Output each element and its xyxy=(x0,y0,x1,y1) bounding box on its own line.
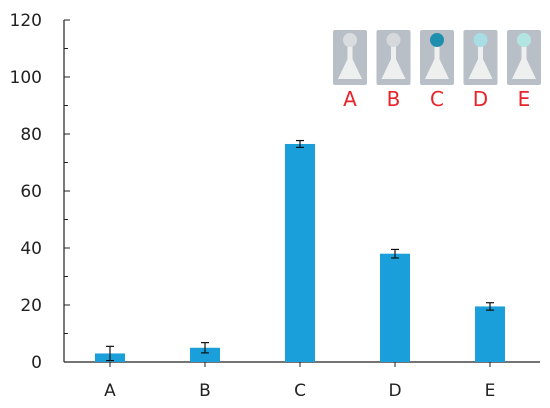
x-tick-label: E xyxy=(485,381,496,401)
y-tick-label: 80 xyxy=(20,125,42,145)
y-tick-label: 100 xyxy=(10,68,42,88)
strip-base xyxy=(512,58,536,79)
y-tick-label: 120 xyxy=(10,11,42,31)
strip-stem xyxy=(521,44,527,60)
strip-label: D xyxy=(473,87,488,111)
detection-spot xyxy=(517,33,531,47)
bar xyxy=(190,347,220,362)
bars xyxy=(95,139,505,362)
detection-spot xyxy=(386,33,401,47)
strip-stem xyxy=(434,44,440,60)
strip-label: A xyxy=(343,87,357,111)
detection-spot xyxy=(343,33,357,47)
y-tick-label: 0 xyxy=(31,353,42,373)
x-tick-label: B xyxy=(199,381,211,401)
strip-stem xyxy=(347,44,353,60)
strip-base xyxy=(381,58,406,79)
strip-base xyxy=(468,58,493,79)
strip-label: C xyxy=(430,87,444,111)
y-tick-label: 60 xyxy=(20,182,42,202)
x-tick-label: A xyxy=(104,381,116,401)
strip-base xyxy=(425,58,449,79)
detection-spot xyxy=(473,33,488,47)
strip-base xyxy=(338,58,362,79)
strip-label: E xyxy=(518,87,531,111)
bar xyxy=(475,306,505,362)
detection-spot xyxy=(430,33,444,47)
strip-label: B xyxy=(387,87,401,111)
x-tick-label: C xyxy=(294,381,306,401)
strip-stem xyxy=(478,44,483,60)
inset-photo: A B C D E xyxy=(333,30,541,111)
strip-stem xyxy=(391,44,396,60)
axes: 0 20 40 60 80 100 120 A B C D E xyxy=(10,11,540,401)
bar xyxy=(380,253,410,362)
bar xyxy=(285,143,315,362)
y-tick-label: 20 xyxy=(20,296,42,316)
y-tick-label: 40 xyxy=(20,239,42,259)
x-tick-label: D xyxy=(388,381,401,401)
